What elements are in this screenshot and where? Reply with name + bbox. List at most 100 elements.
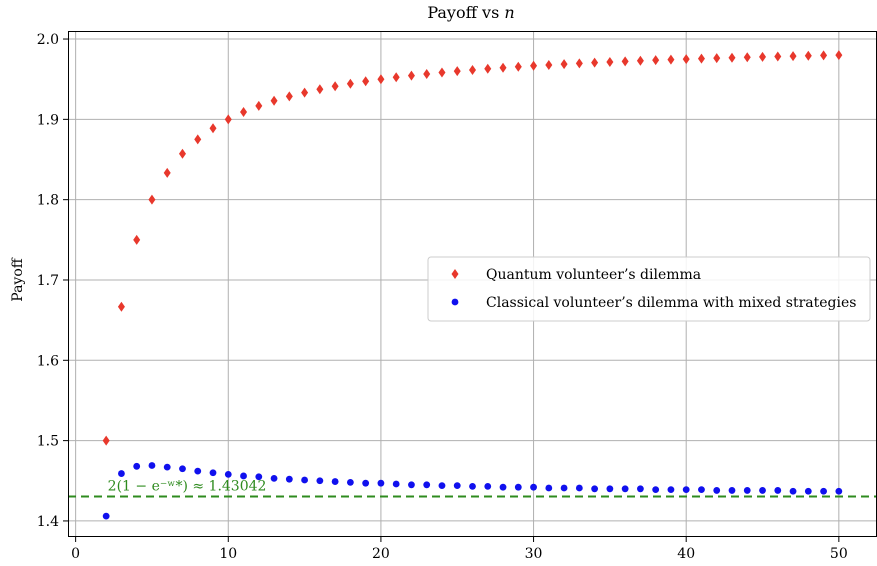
legend-label: Quantum volunteer’s dilemma — [486, 267, 701, 283]
data-point — [102, 435, 110, 446]
data-point — [392, 72, 400, 83]
data-point — [545, 484, 553, 492]
data-point — [270, 474, 278, 482]
data-point — [163, 167, 171, 178]
data-point — [743, 52, 751, 63]
y-tick-label: 1.6 — [37, 353, 59, 369]
data-point — [285, 91, 293, 102]
data-point — [255, 473, 263, 481]
data-point — [713, 487, 721, 494]
data-point — [362, 76, 370, 87]
data-point — [804, 50, 812, 61]
data-point — [407, 70, 415, 81]
legend-marker — [451, 298, 459, 306]
data-point — [743, 487, 751, 494]
data-point — [133, 234, 141, 245]
data-point — [255, 100, 263, 111]
data-point — [652, 55, 660, 66]
data-point — [469, 64, 476, 75]
data-point — [301, 87, 309, 98]
data-point — [820, 50, 828, 61]
data-point — [484, 63, 492, 74]
y-tick-label: 1.9 — [37, 112, 59, 128]
data-point — [270, 95, 278, 106]
data-point — [697, 53, 705, 64]
data-point — [804, 487, 812, 495]
data-point — [774, 487, 782, 494]
data-point — [591, 57, 599, 68]
data-point — [621, 56, 629, 67]
data-point — [285, 475, 293, 483]
data-point — [117, 301, 125, 312]
data-point — [835, 487, 843, 495]
data-point — [789, 51, 797, 62]
data-point — [331, 81, 339, 92]
data-point — [133, 462, 141, 470]
data-point — [469, 483, 476, 490]
data-point — [423, 68, 431, 79]
legend-box — [427, 256, 871, 322]
data-point — [346, 78, 354, 89]
data-point — [209, 123, 217, 134]
data-point — [667, 486, 675, 494]
data-point — [560, 484, 568, 492]
data-point — [346, 478, 354, 486]
legend-item: Classical volunteer’s dilemma with mixed… — [451, 295, 856, 311]
data-point — [118, 470, 125, 477]
data-point — [224, 470, 232, 478]
data-point — [316, 84, 324, 95]
data-point — [560, 59, 568, 70]
data-marks — [102, 50, 843, 520]
data-point — [621, 485, 629, 493]
data-point — [575, 484, 583, 492]
data-point — [194, 467, 202, 475]
data-point — [499, 62, 507, 73]
chart-title: Payoff vs n — [427, 3, 514, 22]
data-point — [362, 479, 370, 487]
legend-label: Classical volunteer’s dilemma with mixed… — [486, 295, 856, 311]
data-point — [179, 465, 186, 473]
y-tick-label: 1.8 — [37, 193, 59, 209]
data-point — [438, 482, 446, 489]
data-point — [453, 66, 461, 77]
title-variable: n — [504, 3, 514, 22]
data-point — [377, 479, 385, 487]
data-point — [591, 485, 599, 493]
data-point — [408, 481, 415, 489]
y-tick-label: 1.7 — [37, 273, 59, 289]
data-point — [789, 487, 797, 495]
data-point — [178, 148, 186, 159]
data-point — [499, 483, 507, 491]
data-point — [331, 478, 339, 485]
data-point — [514, 483, 522, 491]
data-point — [713, 53, 721, 64]
data-point — [484, 483, 492, 490]
y-tick-label: 1.5 — [37, 434, 59, 450]
data-point — [102, 512, 110, 520]
x-tick-label: 40 — [677, 546, 695, 562]
data-point — [240, 472, 247, 480]
data-point — [835, 50, 843, 61]
data-point — [530, 60, 538, 71]
data-point — [636, 55, 644, 66]
data-point — [667, 54, 675, 65]
data-point — [438, 67, 446, 78]
y-tick-label: 2.0 — [37, 32, 59, 48]
data-point — [759, 487, 766, 494]
data-point — [530, 483, 537, 491]
quantum-series — [102, 50, 843, 446]
data-point — [637, 485, 644, 493]
data-point — [194, 134, 202, 145]
data-point — [820, 487, 827, 495]
data-point — [728, 52, 736, 63]
data-point — [377, 74, 385, 85]
data-point — [148, 194, 156, 205]
data-point — [163, 463, 171, 471]
data-point — [453, 482, 461, 489]
data-point — [606, 485, 614, 493]
data-point — [301, 476, 308, 484]
data-point — [682, 54, 690, 65]
data-point — [545, 59, 553, 70]
x-tick-label: 50 — [830, 546, 848, 562]
